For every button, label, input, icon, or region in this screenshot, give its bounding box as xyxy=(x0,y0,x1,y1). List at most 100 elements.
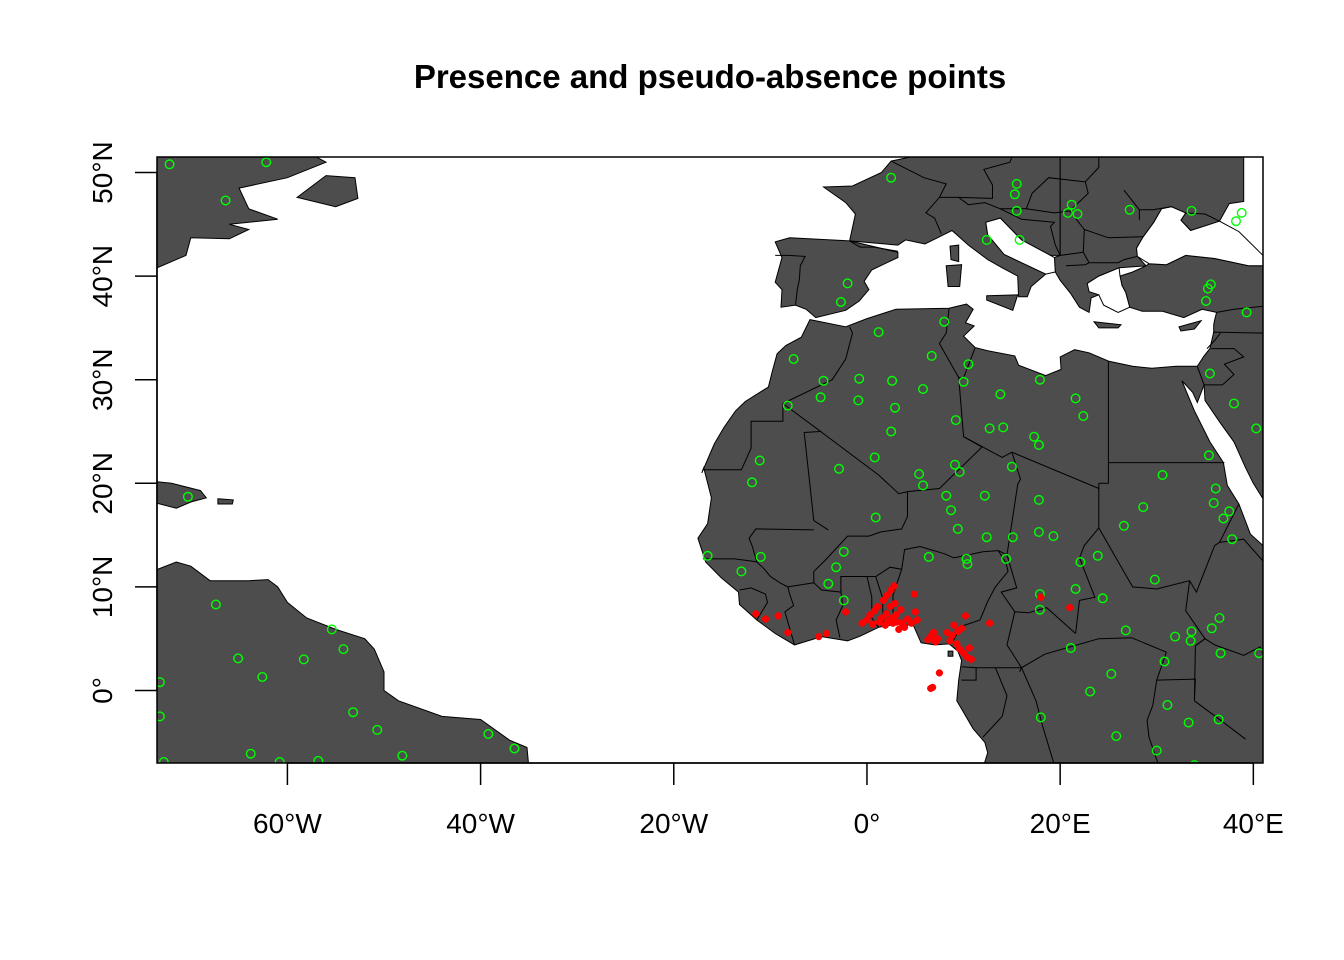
land-puerto-rico xyxy=(217,498,234,505)
presence-point xyxy=(935,669,944,677)
absence-points xyxy=(157,157,1263,763)
absence-point xyxy=(1011,205,1022,216)
absence-point xyxy=(1033,440,1044,451)
land-bioko xyxy=(947,650,954,657)
country-border xyxy=(1000,208,1056,246)
absence-point xyxy=(1006,461,1017,472)
absence-point xyxy=(1251,423,1262,434)
absence-point xyxy=(918,384,929,395)
presence-point xyxy=(911,608,919,616)
absence-point xyxy=(1185,635,1196,646)
presence-point xyxy=(815,632,823,641)
absence-point xyxy=(834,463,845,474)
absence-point xyxy=(702,550,713,561)
absence-point xyxy=(952,523,963,534)
absence-point xyxy=(1035,712,1046,723)
absence-point xyxy=(1204,368,1215,379)
absence-point xyxy=(1215,648,1226,659)
absence-point xyxy=(1078,411,1089,422)
absence-point xyxy=(958,376,969,387)
absence-point xyxy=(220,195,231,206)
absence-point xyxy=(838,595,849,606)
absence-point xyxy=(823,578,834,589)
absence-point xyxy=(1033,527,1044,538)
country-border xyxy=(982,667,1008,738)
land-north-america xyxy=(157,157,328,269)
presence-point xyxy=(928,683,937,692)
absence-point xyxy=(782,400,793,411)
presence-point xyxy=(842,608,850,616)
absence-point xyxy=(1200,296,1211,307)
country-border xyxy=(813,491,908,583)
absence-point xyxy=(1065,643,1076,654)
presence-point xyxy=(869,620,877,628)
absence-point xyxy=(1033,494,1044,505)
absence-point xyxy=(1205,279,1216,290)
presence-point xyxy=(950,621,958,629)
absence-point xyxy=(736,566,747,577)
absence-point xyxy=(926,350,937,361)
absence-point xyxy=(1183,717,1194,728)
absence-point xyxy=(1228,398,1239,409)
absence-point xyxy=(1159,656,1170,667)
absence-point xyxy=(984,423,995,434)
absence-point xyxy=(1214,613,1225,624)
absence-point xyxy=(981,532,992,543)
absence-point xyxy=(1124,204,1135,215)
absence-point xyxy=(1034,374,1045,385)
sea-adriatic xyxy=(985,217,1056,275)
country-border xyxy=(1206,332,1221,349)
absence-point xyxy=(1009,189,1020,200)
presence-point xyxy=(774,612,782,620)
presence-point xyxy=(897,606,905,614)
absence-point xyxy=(1106,668,1117,679)
x-tick-label: 60°W xyxy=(253,808,322,839)
presence-point xyxy=(877,614,886,622)
absence-point xyxy=(1254,648,1263,659)
absence-point xyxy=(1186,626,1197,637)
y-tick-label: 20°N xyxy=(87,452,118,515)
absence-point xyxy=(313,755,324,763)
country-border xyxy=(1069,210,1144,239)
presence-point xyxy=(965,644,974,652)
country-border xyxy=(702,403,784,471)
absence-point xyxy=(1227,534,1238,545)
absence-point xyxy=(831,562,842,573)
presence-point xyxy=(961,612,970,620)
absence-point xyxy=(949,459,960,470)
presence-point xyxy=(929,628,938,637)
country-border xyxy=(840,545,999,593)
absence-point xyxy=(1029,431,1040,442)
x-axis: 60°W 40°W 20°W 0° 20°E 40°E xyxy=(253,762,1284,839)
absence-point xyxy=(1157,470,1168,481)
absence-point xyxy=(1186,205,1197,216)
absence-point xyxy=(1236,207,1247,218)
absence-point xyxy=(1070,584,1081,595)
presence-point xyxy=(1066,603,1074,612)
absence-point xyxy=(1203,450,1214,461)
y-tick-label: 50°N xyxy=(87,141,118,204)
land-crete xyxy=(1092,321,1123,329)
presence-point xyxy=(985,619,994,627)
x-tick-label: 0° xyxy=(854,808,881,839)
absence-point xyxy=(1213,714,1224,725)
absence-point xyxy=(1224,506,1235,517)
presence-point xyxy=(892,611,900,619)
absence-point xyxy=(298,654,309,665)
country-border xyxy=(820,308,983,495)
absence-point xyxy=(979,490,990,501)
absence-point xyxy=(182,491,193,502)
absence-point xyxy=(1162,700,1173,711)
absence-point xyxy=(914,469,925,480)
absence-point xyxy=(853,395,864,406)
absence-point xyxy=(1075,557,1086,568)
presence-point xyxy=(910,590,918,598)
absence-point xyxy=(998,422,1009,433)
absence-point xyxy=(950,415,961,426)
absence-point xyxy=(1085,686,1096,697)
absence-point xyxy=(838,546,849,557)
country-border xyxy=(1216,305,1263,313)
country-border xyxy=(702,528,814,563)
absence-point xyxy=(1070,393,1081,404)
presence-point xyxy=(866,611,874,619)
